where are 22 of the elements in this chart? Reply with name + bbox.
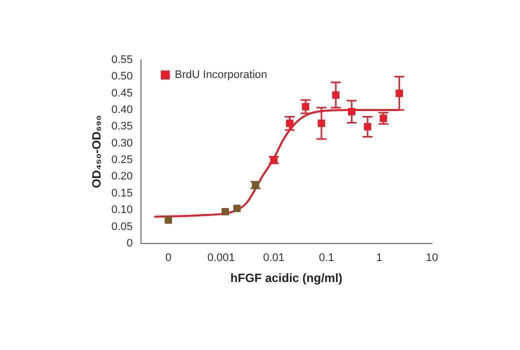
point [222,208,229,216]
y-tick-label: 0.20 [111,170,133,183]
x-tick-label: 0.001 [207,252,235,264]
legend-label: BrdU Incorporation [174,69,268,82]
y-tick-label: 0.10 [111,204,133,216]
y-tick-label: 0 [126,237,133,250]
x-tick-label: 10 [426,252,438,264]
y-tick-label: 0.05 [111,220,133,233]
x-tick-label: 0.1 [318,252,334,264]
x-tick-label: 0.01 [263,252,285,264]
y-axis-title: OD₄₅₀-OD₆₉₀ [90,115,104,188]
y-tick-label: 0.30 [111,137,133,150]
x-tick-label: 1 [376,252,382,264]
y-tick-label: 0.15 [111,187,133,200]
x-axis-title: hFGF acidic (ng/ml) [230,271,342,286]
y-tick-label: 0.45 [111,87,133,100]
y-tick-label: 0.35 [111,120,133,133]
y-tick-label: 0.40 [111,104,133,116]
y-tick-label: 0.55 [111,54,133,66]
y-tick-label: 0.50 [111,70,133,83]
x-tick-label: 0 [165,252,172,264]
y-tick-label: 0.25 [111,154,133,166]
